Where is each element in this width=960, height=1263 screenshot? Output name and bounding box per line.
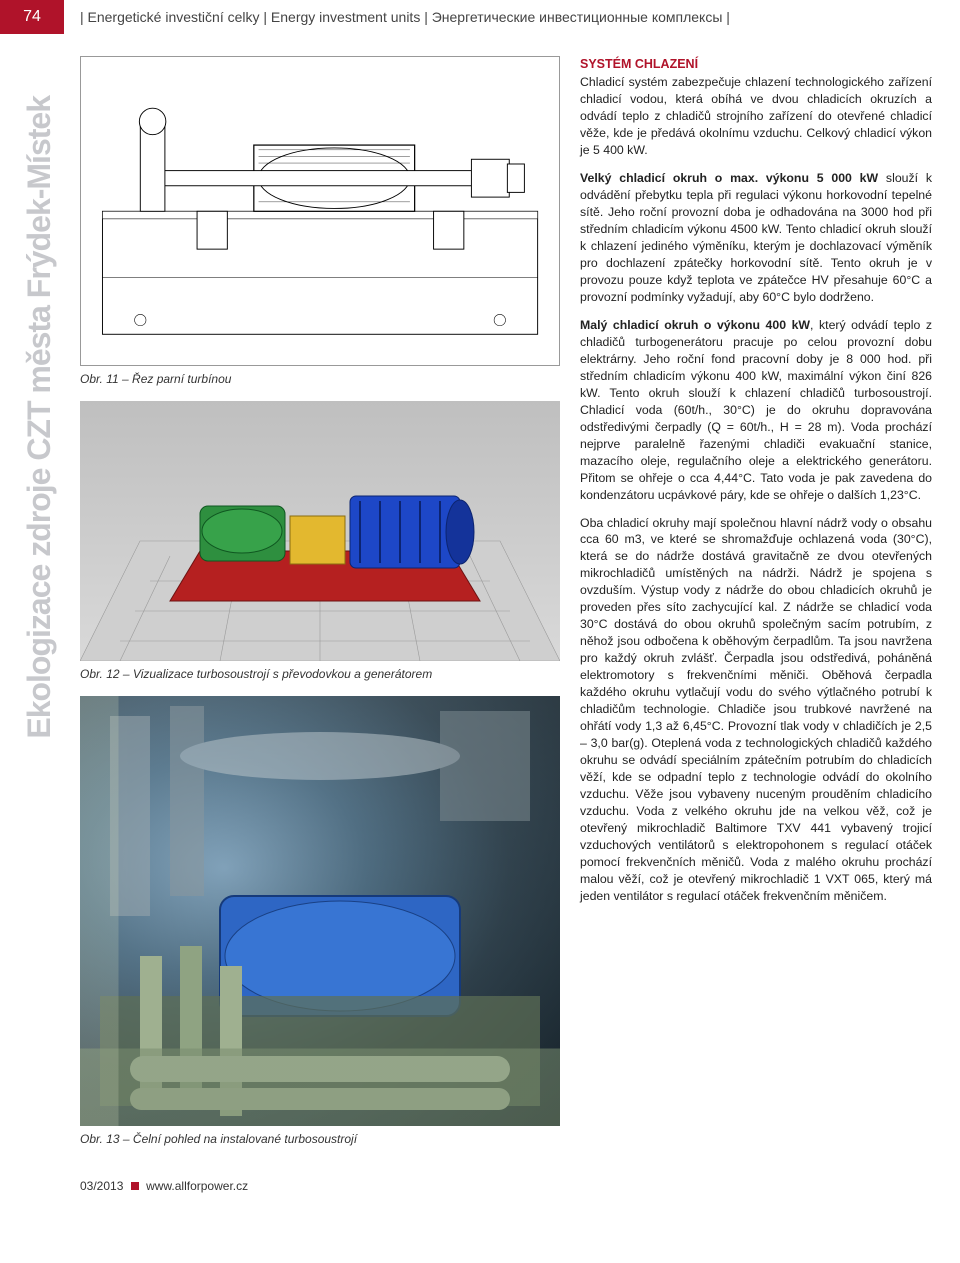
vertical-sidebar: Ekologizace zdroje CZT města Frýdek-Míst… (0, 56, 80, 1162)
footer-issue: 03/2013 (80, 1179, 123, 1193)
paragraph-3-lead: Malý chladicí okruh o výkonu 400 kW (580, 318, 810, 332)
paragraph-3: Malý chladicí okruh o výkonu 400 kW, kte… (580, 317, 932, 504)
figure-11-caption: Obr. 11 – Řez parní turbínou (80, 371, 560, 387)
figure-11-image (80, 56, 560, 366)
main-content: Ekologizace zdroje CZT města Frýdek-Míst… (0, 34, 960, 1172)
paragraph-4: Oba chladicí okruhy mají společnou hlavn… (580, 515, 932, 905)
footer-square-icon (131, 1182, 139, 1190)
header-breadcrumb-text: | Energetické investiční celky | Energy … (80, 8, 730, 27)
figure-12-caption: Obr. 12 – Vizualizace turbosoustrojí s p… (80, 666, 560, 682)
figure-12: Obr. 12 – Vizualizace turbosoustrojí s p… (80, 401, 560, 682)
paragraph-3-body: , který odvádí teplo z chladičů turbogen… (580, 318, 932, 502)
figures-column: Obr. 11 – Řez parní turbínou (80, 56, 580, 1162)
header-breadcrumb: | Energetické investiční celky | Energy … (64, 0, 960, 34)
section-heading: SYSTÉM CHLAZENÍ (580, 56, 932, 73)
turboset-visualization (80, 401, 560, 661)
figure-13-image (80, 696, 560, 1126)
page-header: 74 | Energetické investiční celky | Ener… (0, 0, 960, 34)
paragraph-2: Velký chladicí okruh o max. výkonu 5 000… (580, 170, 932, 306)
page-number: 74 (23, 6, 41, 28)
footer-site: www.allforpower.cz (146, 1179, 248, 1193)
article-column: SYSTÉM CHLAZENÍ Chladicí systém zabezpeč… (580, 56, 932, 1162)
page-number-box: 74 (0, 0, 64, 34)
figure-13: Obr. 13 – Čelní pohled na instalované tu… (80, 696, 560, 1147)
figure-12-image (80, 401, 560, 661)
figure-11: Obr. 11 – Řez parní turbínou (80, 56, 560, 387)
paragraph-2-lead: Velký chladicí okruh o max. výkonu 5 000… (580, 171, 878, 185)
paragraph-1: Chladicí systém zabezpečuje chlazení tec… (580, 74, 932, 159)
page-footer: 03/2013 www.allforpower.cz (0, 1172, 960, 1212)
figure-13-caption: Obr. 13 – Čelní pohled na instalované tu… (80, 1131, 560, 1147)
sidebar-vertical-title: Ekologizace zdroje CZT města Frýdek-Míst… (18, 96, 61, 739)
turbine-section-diagram (93, 65, 547, 358)
turboset-photo-placeholder (80, 696, 560, 1126)
paragraph-2-body: slouží k odvádění přebytku tepla při reg… (580, 171, 932, 304)
